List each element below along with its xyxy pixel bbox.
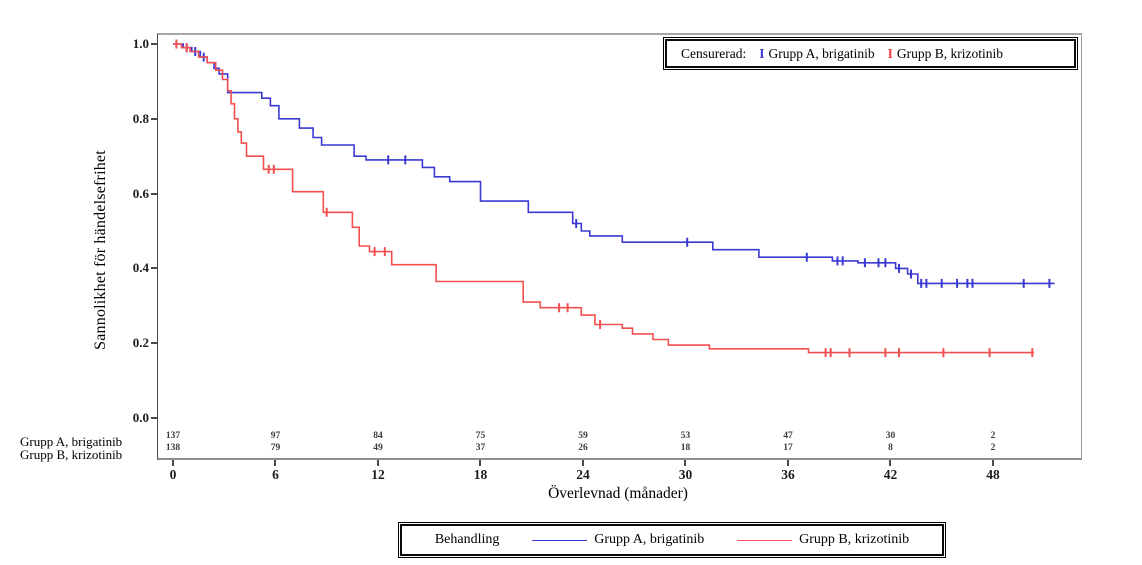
at-risk-value: 137 <box>165 431 181 441</box>
x-axis-title: Överlevnad (månader) <box>548 485 688 502</box>
at-risk-value: 2 <box>990 443 996 453</box>
y-tick-mark <box>151 267 157 270</box>
x-tick-mark <box>172 460 174 466</box>
at-risk-value: 79 <box>270 443 281 453</box>
km-curves-svg <box>173 39 1055 358</box>
at-risk-row-label-grupp-b: Grupp B, krizotinib <box>20 447 123 462</box>
y-tick-label: 1.0 <box>132 36 149 51</box>
y-tick-label: 0.0 <box>132 410 149 425</box>
censored-legend: Censurerad: I Grupp A, brigatinib I Grup… <box>663 37 1078 70</box>
legend-item-label: Grupp B, krizotinib <box>896 45 1004 61</box>
plot-area-frame <box>157 33 1082 460</box>
at-risk-value: 30 <box>885 431 896 441</box>
x-tick-mark <box>991 460 994 466</box>
y-tick-mark <box>151 117 157 120</box>
y-tick-mark <box>151 192 157 195</box>
x-tick-mark <box>684 460 687 466</box>
x-tick-label: 24 <box>576 467 590 482</box>
legend-item-label: Grupp A, brigatinib <box>768 45 875 61</box>
treatment-legend-item-grupp-b: Grupp B, krizotinib <box>737 532 909 548</box>
censored-legend-item-grupp-b: I Grupp B, krizotinib <box>888 46 1003 62</box>
x-tick-label: 48 <box>986 467 1000 482</box>
censored-legend-item-grupp-a: I Grupp A, brigatinib <box>759 46 874 62</box>
survival-curve-grupp-a <box>173 43 1055 285</box>
at-risk-value: 138 <box>165 443 181 453</box>
at-risk-value: 18 <box>680 443 691 453</box>
x-tick-label: 12 <box>371 467 385 482</box>
censored-legend-label: Censurerad: <box>681 45 747 61</box>
at-risk-value: 37 <box>475 443 486 453</box>
at-risk-row-label-grupp-a: Grupp A, brigatinib <box>20 434 123 449</box>
treatment-legend-inner: Behandling Grupp A, brigatinib Grupp B, … <box>400 524 944 556</box>
x-tick-mark <box>786 460 789 466</box>
y-tick-mark <box>151 43 157 45</box>
x-tick-label: 0 <box>169 467 177 482</box>
y-tick-label: 0.2 <box>132 335 149 351</box>
x-tick-mark <box>376 460 379 466</box>
x-tick-mark <box>889 460 892 466</box>
line-sample-icon <box>737 539 793 541</box>
line-sample-icon <box>532 539 588 541</box>
y-tick-label: 0.4 <box>132 260 149 276</box>
at-risk-value: 49 <box>373 443 383 453</box>
censored-legend-inner: Censurerad: I Grupp A, brigatinib I Grup… <box>665 39 1076 68</box>
y-tick-label: 0.8 <box>132 110 149 126</box>
x-tick-label: 30 <box>678 467 693 482</box>
at-risk-value: 97 <box>270 431 281 441</box>
treatment-legend-label: Behandling <box>434 532 500 547</box>
y-tick-label: 0.6 <box>132 185 149 201</box>
censor-mark-icon: I <box>759 45 765 61</box>
x-tick-label: 6 <box>272 467 279 482</box>
x-tick-label: 18 <box>473 467 488 482</box>
x-tick-mark <box>479 460 482 466</box>
at-risk-value: 59 <box>578 431 588 441</box>
treatment-legend: Behandling Grupp A, brigatinib Grupp B, … <box>398 522 946 558</box>
y-tick-mark <box>151 417 157 419</box>
legend-item-label: Grupp A, brigatinib <box>594 532 705 547</box>
censor-mark-icon: I <box>887 45 893 61</box>
at-risk-value: 2 <box>990 431 996 441</box>
at-risk-value: 26 <box>578 443 588 453</box>
at-risk-value: 17 <box>783 443 793 453</box>
at-risk-value: 75 <box>475 431 486 441</box>
at-risk-value: 47 <box>783 431 793 441</box>
censor-marks-grupp-b <box>175 39 1034 358</box>
treatment-legend-item-grupp-a: Grupp A, brigatinib <box>532 532 704 548</box>
x-tick-label: 36 <box>781 467 795 482</box>
y-tick-mark <box>151 342 157 345</box>
at-risk-value: 84 <box>373 431 383 441</box>
x-tick-mark <box>274 460 277 466</box>
x-tick-mark <box>581 460 584 466</box>
survival-curve-grupp-b <box>173 43 1034 354</box>
at-risk-value: 8 <box>888 443 893 453</box>
censor-marks-grupp-a <box>185 43 1051 288</box>
legend-item-label: Grupp B, krizotinib <box>799 532 910 547</box>
x-tick-label: 42 <box>883 467 898 482</box>
at-risk-value: 53 <box>680 431 691 441</box>
